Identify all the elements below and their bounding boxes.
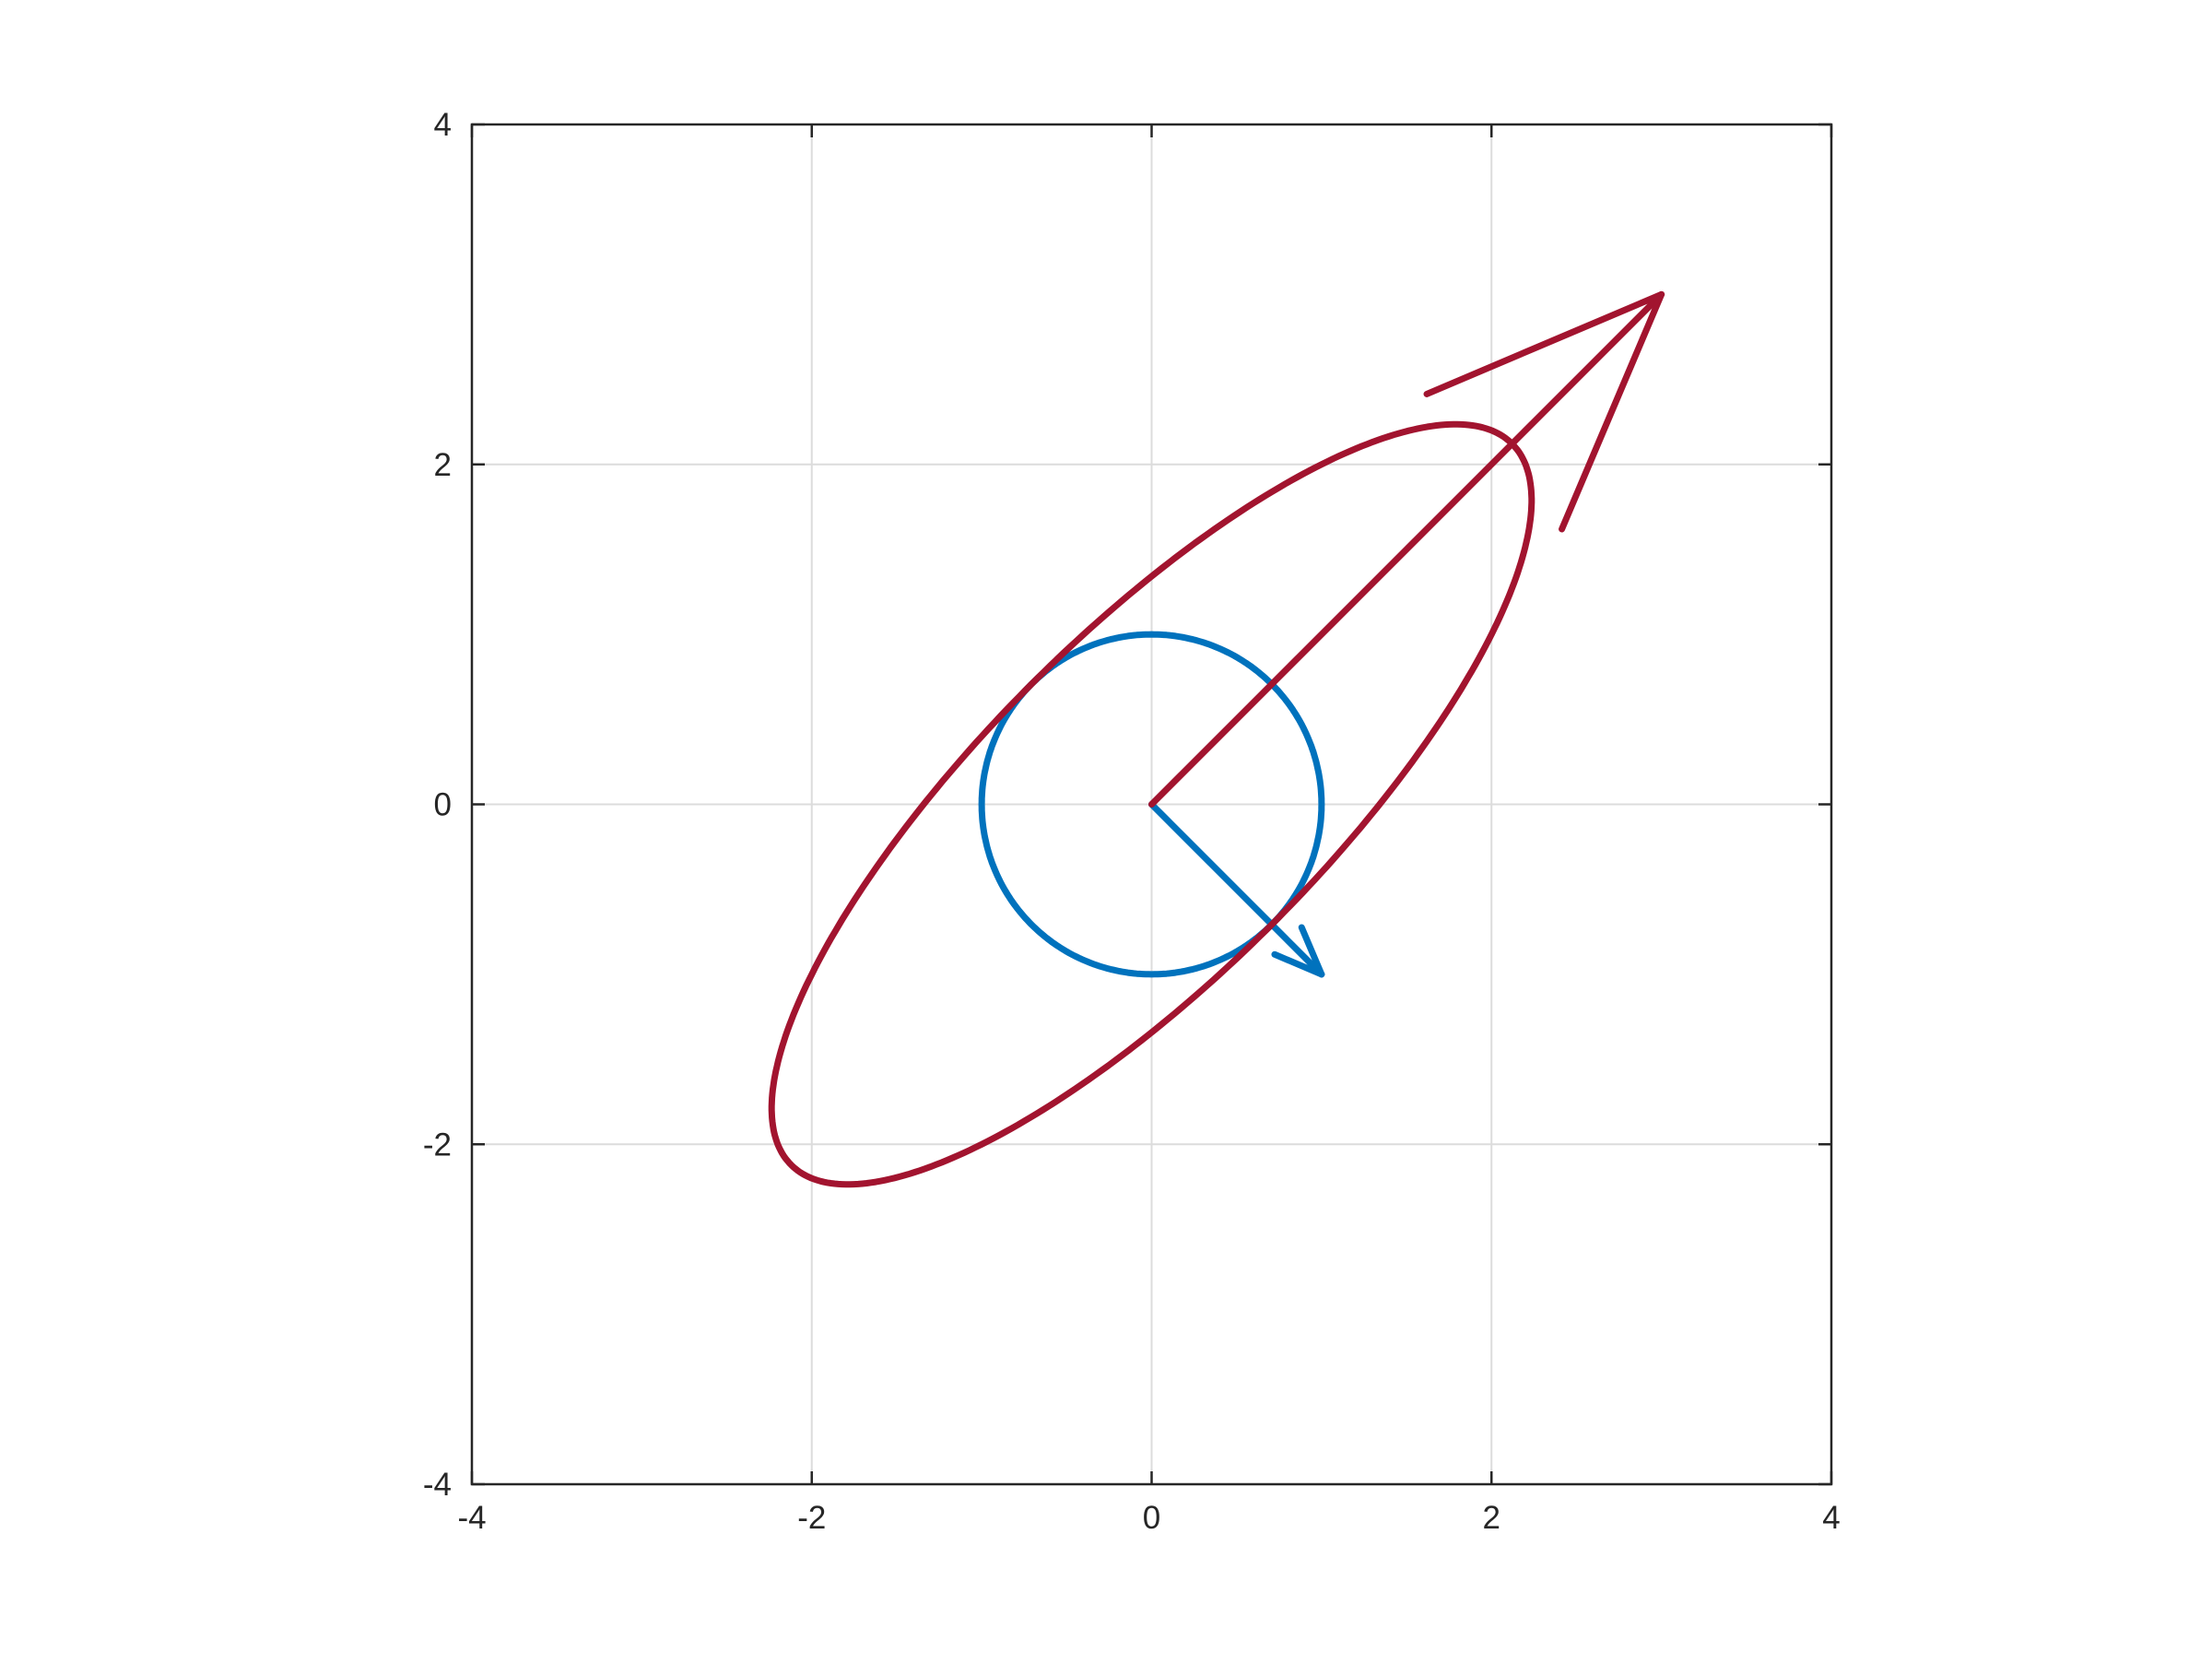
label-layer: -4 -2 0 2 4 -4 -2 0 2 4 xyxy=(423,107,1841,1536)
input-vector-shaft xyxy=(1148,801,1325,978)
y-tick-label: 4 xyxy=(434,107,452,143)
output-vector-head-barb-2 xyxy=(1423,290,1665,397)
data-layer xyxy=(768,290,1665,1188)
unit-circle-curve xyxy=(978,631,1325,978)
x-tick-label: 0 xyxy=(1143,1500,1160,1536)
output-vector-shaft xyxy=(1148,290,1665,808)
y-tick-label: -2 xyxy=(423,1127,452,1162)
x-tick-label: 4 xyxy=(1822,1500,1840,1536)
output-vector-head-barb-1 xyxy=(1559,290,1665,533)
x-tick-label: 2 xyxy=(1483,1500,1500,1536)
axes-layer xyxy=(470,123,1833,1486)
x-tick-label: -2 xyxy=(797,1500,826,1536)
input-vector-head-barb-1 xyxy=(1271,950,1325,978)
x-tick-label: -4 xyxy=(457,1500,486,1536)
y-tick-label: -4 xyxy=(423,1467,452,1503)
transformed-ellipse-curve xyxy=(768,420,1535,1188)
y-tick-label: 0 xyxy=(434,787,452,823)
y-tick-label: 2 xyxy=(434,447,452,483)
input-vector-head-barb-2 xyxy=(1298,924,1325,978)
